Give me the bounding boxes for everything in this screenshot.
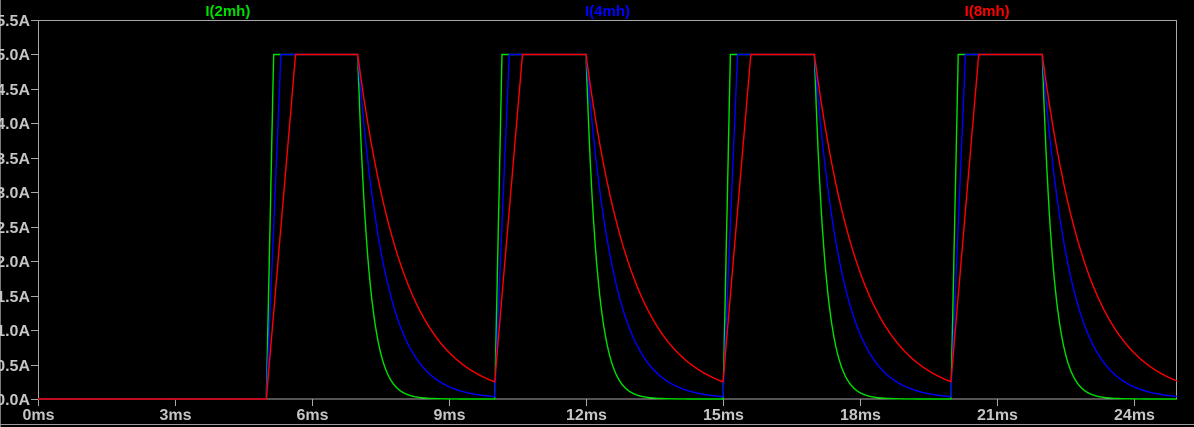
pane-divider	[0, 424, 1194, 425]
y-tick-label[interactable]: 0.0A	[0, 392, 30, 409]
trace-label-I4mh[interactable]: I(4mh)	[585, 3, 630, 20]
y-tick-label[interactable]: 4.5A	[0, 82, 30, 99]
y-tick-label[interactable]: 0.5A	[0, 358, 30, 375]
x-tick-label[interactable]: 21ms	[977, 407, 1018, 424]
y-tick-label[interactable]: 4.0A	[0, 116, 30, 133]
x-tick-label[interactable]: 12ms	[566, 407, 607, 424]
x-tick-label[interactable]: 18ms	[840, 407, 881, 424]
x-tick-label[interactable]: 9ms	[433, 407, 465, 424]
trace-label-I2mh[interactable]: I(2mh)	[205, 3, 250, 20]
y-tick-label[interactable]: 3.0A	[0, 185, 30, 202]
x-axis-labels[interactable]: 0ms 3ms 6ms 9ms 12ms 15ms 18ms 21ms 24ms	[22, 407, 1155, 424]
x-tick-label[interactable]: 6ms	[296, 407, 328, 424]
plot-pane-border[interactable]	[38, 20, 1177, 400]
y-tick-label[interactable]: 5.5A	[0, 13, 30, 30]
y-tick-label[interactable]: 1.0A	[0, 323, 30, 340]
trace-curves	[38, 53, 1178, 400]
x-tick-label[interactable]: 15ms	[703, 407, 744, 424]
y-tick-label[interactable]: 1.5A	[0, 289, 30, 306]
y-tick-label[interactable]: 5.0A	[0, 47, 30, 64]
y-axis-ticks	[31, 20, 38, 400]
x-axis-ticks	[38, 399, 1135, 406]
y-tick-label[interactable]: 3.5A	[0, 151, 30, 168]
y-axis-labels[interactable]: 0.0A 0.5A 1.0A 1.5A 2.0A 2.5A 3.0A 3.5A 4.0A 4.5A…	[0, 13, 30, 409]
x-tick-label[interactable]: 3ms	[159, 407, 191, 424]
trace-label-I8mh[interactable]: I(8mh)	[965, 3, 1010, 20]
y-tick-label[interactable]: 2.5A	[0, 220, 30, 237]
window-left-edge	[0, 0, 1, 427]
x-tick-label[interactable]: 0ms	[22, 407, 54, 424]
x-tick-label[interactable]: 24ms	[1114, 407, 1155, 424]
trace-I8mh[interactable]	[38, 53, 1178, 400]
y-tick-label[interactable]: 2.0A	[0, 254, 30, 271]
trace-legend: I(2mh) I(4mh) I(8mh)	[205, 3, 1009, 20]
trace-I2mh[interactable]	[38, 53, 1177, 400]
